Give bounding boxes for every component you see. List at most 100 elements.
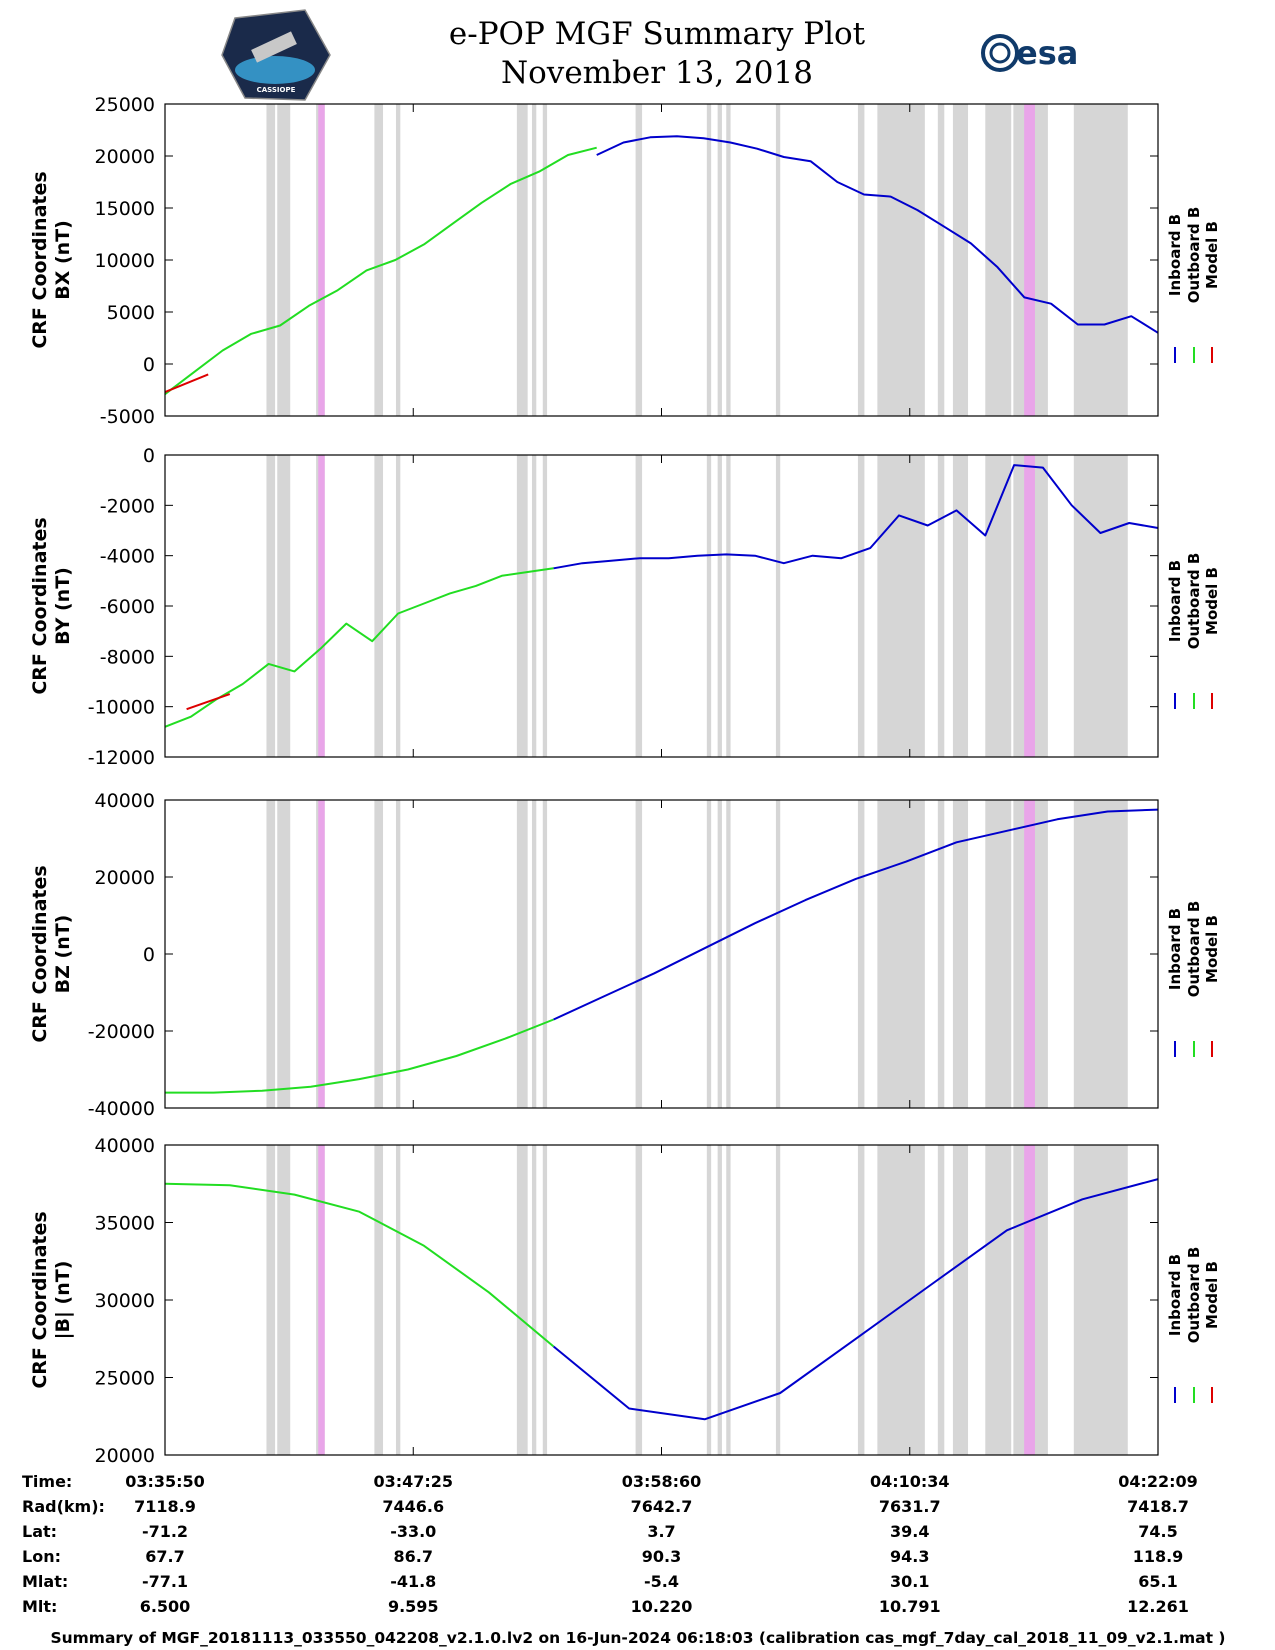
y-axis-label: |B| (nT) [52, 1261, 74, 1340]
data-gap-band [277, 455, 291, 757]
data-gap-band [952, 455, 969, 757]
data-gap-band [706, 455, 712, 757]
y-tick-label: 35000 [95, 1213, 155, 1235]
data-gap-band [531, 455, 537, 757]
y-tick-label: 5000 [107, 302, 155, 324]
data-gap-band [277, 1145, 291, 1455]
highlight-band [318, 455, 325, 757]
y-tick-label: 0 [143, 354, 155, 376]
highlight-band [1024, 104, 1035, 416]
data-gap-band [706, 104, 712, 416]
panels: 25000 20000 15000 10000 5000 0 -5000 CRF Coordi… [29, 94, 1221, 1467]
legend: Inboard B Outboard B Model B [1166, 207, 1221, 363]
legend: Inboard B Outboard B Model B [1166, 901, 1221, 1057]
legend-label: Inboard B [1166, 214, 1184, 296]
legend-label: Outboard B [1185, 207, 1203, 304]
data-gap-band [635, 1145, 643, 1455]
data-gap-band [531, 800, 537, 1108]
table-row-label: Mlat: [22, 1572, 68, 1591]
plot-title: e-POP MGF Summary Plot [449, 16, 866, 52]
esa-logo: esa [981, 34, 1078, 72]
table-cell-time: 04:10:34 [870, 1472, 950, 1491]
data-gap-band [726, 104, 731, 416]
y-tick-label: -4000 [100, 546, 155, 568]
legend-label: Inboard B [1166, 1254, 1184, 1336]
data-gap-band [985, 1145, 1012, 1455]
y-tick-label: 25000 [95, 94, 155, 116]
data-gap-band [1073, 1145, 1128, 1455]
data-gap-band [775, 104, 781, 416]
data-gap-band [985, 455, 1012, 757]
data-gap-band [542, 800, 548, 1108]
data-gap-band [937, 455, 945, 757]
table-cell-time: 03:47:25 [373, 1472, 453, 1491]
y-tick-label: 30000 [95, 1290, 155, 1312]
chart-panel-1: 25000 20000 15000 10000 5000 0 -5000 CRF Coordi… [29, 94, 1221, 428]
data-gap-band [374, 104, 384, 416]
table-cell-rad: 7118.9 [134, 1497, 196, 1516]
legend-label: Model B [1203, 567, 1221, 635]
table-row-label: Lat: [22, 1522, 57, 1541]
table-cell-lat: -33.0 [390, 1522, 436, 1541]
y-tick-label: 10000 [95, 250, 155, 272]
data-gap-band [516, 455, 528, 757]
data-gap-band [266, 104, 276, 416]
data-gap-band [277, 800, 291, 1108]
table-cell-mlt: 10.791 [879, 1597, 941, 1616]
data-gap-band [775, 800, 781, 1108]
highlight-band [318, 800, 325, 1108]
y-axis-label: CRF Coordinates [29, 171, 51, 348]
chart-panel-4: 40000 35000 30000 25000 20000 CRF Coordinates… [29, 1135, 1221, 1467]
table-cell-mlat: -77.1 [142, 1572, 188, 1591]
y-tick-label: 0 [143, 944, 155, 966]
legend: Inboard B Outboard B Model B [1166, 1247, 1221, 1403]
data-gap-band [395, 800, 401, 1108]
series-line-model-b [186, 693, 231, 711]
series-line-inboard-b [596, 135, 1159, 334]
y-tick-label: -40000 [88, 1098, 155, 1120]
data-gap-band [542, 455, 548, 757]
data-gap-band [635, 800, 643, 1108]
table-cell-lon: 90.3 [642, 1547, 681, 1566]
table-cell-mlt: 12.261 [1127, 1597, 1189, 1616]
data-gap-band [531, 1145, 537, 1455]
data-gap-band [635, 104, 643, 416]
y-axis-label: BY (nT) [52, 567, 74, 645]
legend-label: Outboard B [1185, 553, 1203, 650]
legend-label: Outboard B [1185, 1247, 1203, 1344]
series-line-outboard-b [165, 1018, 554, 1094]
cassiope-logo-text: CASSIOPE [257, 86, 296, 94]
y-tick-label: 20000 [95, 1445, 155, 1467]
y-axis-label: CRF Coordinates [29, 1211, 51, 1388]
legend-label: Model B [1203, 1261, 1221, 1329]
y-tick-label: 20000 [95, 146, 155, 168]
data-gap-band [1073, 104, 1128, 416]
table-cell-rad: 7642.7 [631, 1497, 693, 1516]
data-gap-band [374, 455, 384, 757]
table-cell-lon: 94.3 [890, 1547, 929, 1566]
y-axis-label: CRF Coordinates [29, 517, 51, 694]
data-gap-band [516, 1145, 528, 1455]
data-gap-band [706, 800, 712, 1108]
data-gap-band [937, 1145, 945, 1455]
data-gap-band [531, 104, 537, 416]
highlight-band [1024, 455, 1035, 757]
table-cell-lat: 39.4 [890, 1522, 929, 1541]
data-gap-band [877, 104, 925, 416]
table-cell-mlat: -41.8 [390, 1572, 436, 1591]
data-gap-band [266, 800, 276, 1108]
data-gap-band [516, 104, 528, 416]
legend: Inboard B Outboard B Model B [1166, 553, 1221, 709]
data-gap-band [266, 1145, 276, 1455]
y-tick-label: -2000 [100, 495, 155, 517]
y-tick-label: -5000 [100, 406, 155, 428]
data-gap-band [726, 1145, 731, 1455]
data-gap-band [937, 104, 945, 416]
data-gap-band [717, 800, 722, 1108]
table-row-label: Mlt: [22, 1597, 57, 1616]
data-gap-band [374, 1145, 384, 1455]
highlight-band [318, 1145, 325, 1455]
legend-label: Inboard B [1166, 908, 1184, 990]
data-gap-band [937, 800, 945, 1108]
y-tick-label: 25000 [95, 1368, 155, 1390]
